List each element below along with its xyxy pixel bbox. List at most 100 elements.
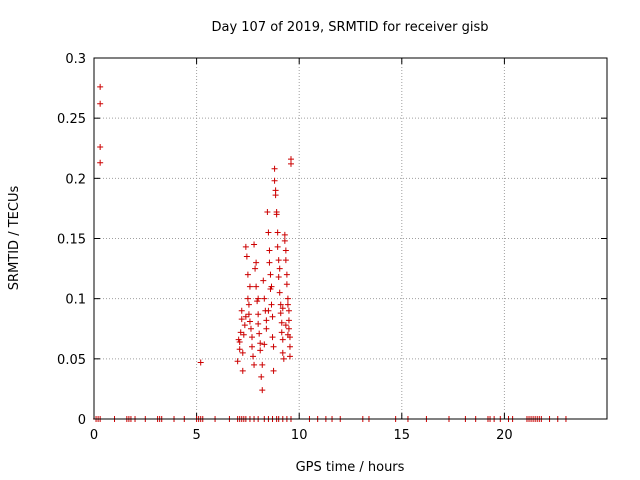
- y-tick-label: 0.2: [65, 172, 86, 187]
- data-point: [244, 271, 251, 278]
- data-point: [245, 311, 252, 318]
- data-point: [278, 319, 285, 326]
- data-points: [93, 83, 569, 422]
- data-point: [274, 229, 281, 236]
- data-point: [252, 265, 259, 272]
- data-point: [265, 229, 272, 236]
- data-point: [249, 334, 256, 341]
- y-tick-label: 0.1: [65, 293, 86, 308]
- data-point: [97, 159, 104, 166]
- data-point: [258, 373, 265, 380]
- data-point: [279, 305, 286, 312]
- grid: [94, 58, 607, 419]
- data-point: [270, 343, 277, 350]
- data-point: [236, 346, 243, 353]
- data-point: [271, 177, 278, 184]
- data-point: [240, 331, 247, 338]
- data-point: [197, 359, 204, 366]
- data-point: [281, 237, 288, 244]
- data-point: [271, 165, 278, 172]
- data-point: [246, 283, 253, 290]
- x-tick-label: 15: [394, 428, 411, 443]
- data-point: [277, 301, 284, 308]
- data-point: [97, 83, 104, 90]
- data-point: [285, 307, 292, 314]
- data-point: [257, 347, 264, 354]
- data-point: [253, 283, 260, 290]
- data-point: [276, 289, 283, 296]
- data-point: [243, 253, 250, 260]
- y-axis-ticks: 0 0.05 0.1 0.15 0.2 0.25 0.3: [57, 52, 607, 428]
- data-point: [282, 257, 289, 264]
- data-point: [239, 349, 246, 356]
- data-point: [282, 247, 289, 254]
- y-tick-label: 0.05: [57, 353, 86, 368]
- data-point: [234, 358, 241, 365]
- data-point: [266, 259, 273, 266]
- data-point: [237, 329, 244, 336]
- data-point: [280, 355, 287, 362]
- data-point: [279, 349, 286, 356]
- data-point: [268, 301, 275, 308]
- data-point: [257, 340, 264, 347]
- data-point: [255, 320, 262, 327]
- data-point: [268, 283, 275, 290]
- data-point: [238, 316, 245, 323]
- data-point: [279, 336, 286, 343]
- data-point: [284, 301, 291, 308]
- data-point: [259, 361, 266, 368]
- data-point: [283, 271, 290, 278]
- data-point: [253, 259, 260, 266]
- data-point: [255, 295, 262, 302]
- data-point: [238, 307, 245, 314]
- data-point: [97, 100, 104, 107]
- y-tick-label: 0.15: [57, 233, 86, 248]
- data-point: [264, 209, 271, 216]
- data-point: [263, 317, 270, 324]
- data-point: [275, 257, 282, 264]
- data-point: [284, 295, 291, 302]
- data-point: [286, 343, 293, 350]
- data-point: [251, 361, 258, 368]
- y-tick-label: 0.25: [57, 112, 86, 127]
- data-point: [239, 367, 246, 374]
- data-point: [255, 311, 262, 318]
- data-point: [247, 325, 254, 332]
- data-point: [274, 243, 281, 250]
- data-point: [282, 322, 289, 329]
- data-point: [244, 295, 251, 302]
- data-point: [276, 265, 283, 272]
- data-point: [236, 338, 243, 345]
- data-point: [285, 317, 292, 324]
- data-point: [285, 325, 292, 332]
- data-point: [261, 295, 268, 302]
- data-point: [256, 330, 263, 337]
- x-axis-ticks: 0 5 10 15 20: [90, 58, 608, 443]
- data-point: [261, 341, 268, 348]
- data-point: [270, 367, 277, 374]
- data-point: [259, 387, 266, 394]
- x-tick-label: 20: [496, 428, 513, 443]
- data-point: [272, 192, 279, 199]
- x-tick-label: 10: [291, 428, 308, 443]
- data-point: [260, 277, 267, 284]
- data-point: [283, 281, 290, 288]
- data-point: [250, 353, 257, 360]
- data-point: [241, 322, 248, 329]
- y-tick-label: 0: [78, 413, 86, 428]
- chart-title: Day 107 of 2019, SRMTID for receiver gis…: [211, 20, 488, 35]
- data-point: [275, 274, 282, 281]
- x-axis-label: GPS time / hours: [296, 460, 405, 475]
- data-point: [287, 160, 294, 167]
- data-point: [284, 331, 291, 338]
- data-point: [249, 343, 256, 350]
- x-tick-label: 0: [90, 428, 98, 443]
- data-point: [265, 307, 272, 314]
- data-point: [277, 310, 284, 317]
- y-tick-label: 0.3: [65, 52, 86, 67]
- y-axis-label: SRMTID / TECUs: [7, 186, 22, 291]
- data-point: [281, 231, 288, 238]
- data-point: [278, 329, 285, 336]
- data-point: [267, 271, 274, 278]
- data-point: [263, 325, 270, 332]
